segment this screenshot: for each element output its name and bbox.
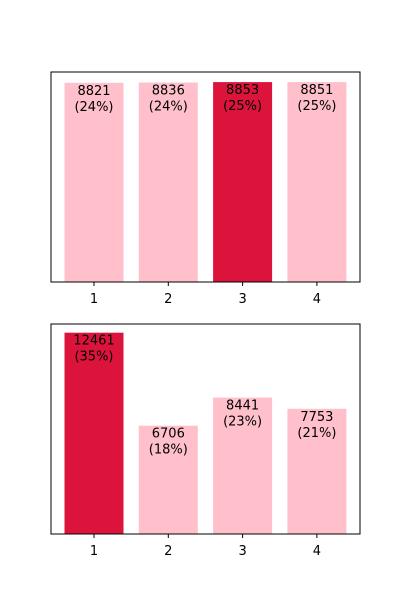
bar-value-label: 6706: [152, 427, 185, 442]
bar-4: [287, 408, 347, 534]
bar-percent-label: (18%): [149, 443, 188, 458]
bar-value-label: 12461: [73, 334, 114, 349]
x-tick-label: 2: [164, 292, 172, 307]
x-tick-label: 1: [90, 544, 98, 559]
bar-4: [287, 82, 347, 282]
x-tick-label: 2: [164, 544, 172, 559]
bar-value-label: 8441: [226, 399, 259, 414]
x-tick-label: 4: [313, 292, 321, 307]
bar-1: [64, 332, 124, 534]
bar-percent-label: (25%): [297, 99, 336, 114]
bar-value-label: 8836: [152, 84, 185, 99]
chart-bottom: 12461(35%) 1 6706(18%) 2 8441(23%) 3 7753(21%)…: [50, 323, 361, 559]
axes-frame: [50, 71, 361, 283]
bar-value-label: 8821: [77, 84, 110, 99]
bar-percent-label: (35%): [74, 350, 113, 365]
x-tick-label: 1: [90, 292, 98, 307]
bar-value-label: 8853: [226, 83, 259, 98]
bar-value-label: 7753: [300, 410, 333, 425]
bar-percent-label: (24%): [149, 100, 188, 115]
bar-percent-label: (24%): [74, 100, 113, 115]
x-tick-label: 3: [238, 544, 246, 559]
axes-frame: [50, 323, 361, 535]
bar-3: [213, 82, 273, 282]
x-tick-label: 4: [313, 544, 321, 559]
bar-percent-label: (23%): [223, 415, 262, 430]
bar-1: [64, 82, 124, 282]
bar-3: [213, 397, 273, 534]
bar-value-label: 8851: [300, 83, 333, 98]
bar-2: [138, 82, 198, 282]
bar-2: [138, 425, 198, 534]
x-tick-label: 3: [238, 292, 246, 307]
bar-percent-label: (21%): [297, 426, 336, 441]
bar-percent-label: (25%): [223, 99, 262, 114]
